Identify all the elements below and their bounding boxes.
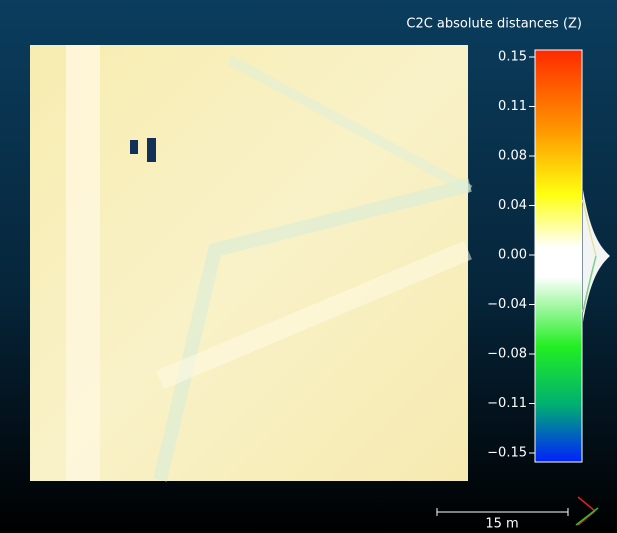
scale-bar-label: 15 m	[485, 517, 518, 532]
colorbar-tick-label: 0.15	[498, 50, 527, 65]
page: C2C absolute distances (Z) 15 m 0.15 0.11…	[0, 0, 617, 533]
viewer: C2C absolute distances (Z) 15 m 0.15 0.11…	[0, 0, 617, 533]
colorbar-tick-label: −0.11	[487, 396, 527, 411]
colorbar-tick-label: −0.08	[487, 347, 527, 362]
colorbar-tick-label: 0.11	[498, 99, 527, 114]
colorbar-tick-label: 0.04	[498, 198, 527, 213]
hole	[147, 138, 156, 162]
colorbar-tick-label: −0.15	[487, 446, 527, 461]
point-cloud	[30, 45, 470, 481]
colorbar	[535, 50, 582, 462]
hole	[130, 140, 138, 154]
colorbar-tick-label: 0.08	[498, 149, 527, 164]
colorbar-tick-label: −0.04	[487, 297, 527, 312]
colorbar-title: C2C absolute distances (Z)	[406, 17, 582, 32]
road-strip	[66, 45, 100, 481]
colorbar-tick-label: 0.00	[498, 248, 527, 263]
